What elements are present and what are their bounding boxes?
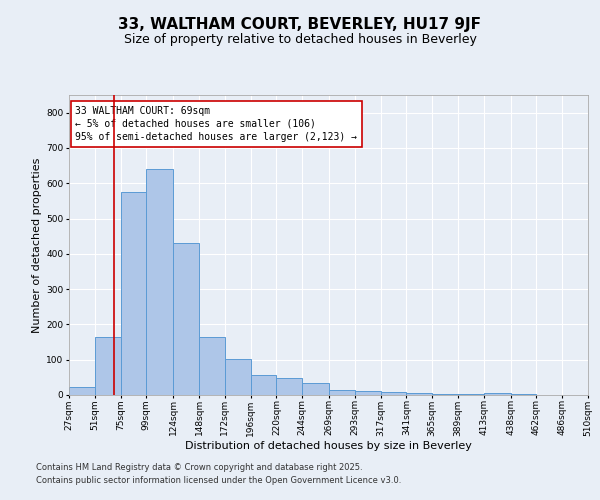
Text: Contains public sector information licensed under the Open Government Licence v3: Contains public sector information licen… — [36, 476, 401, 485]
Bar — [146, 169, 173, 395]
Bar — [380, 392, 406, 395]
Text: 33, WALTHAM COURT, BEVERLEY, HU17 9JF: 33, WALTHAM COURT, BEVERLEY, HU17 9JF — [119, 18, 482, 32]
Text: 33 WALTHAM COURT: 69sqm
← 5% of detached houses are smaller (106)
95% of semi-de: 33 WALTHAM COURT: 69sqm ← 5% of detached… — [76, 106, 358, 142]
Bar — [121, 192, 146, 395]
Bar — [277, 378, 302, 395]
Bar — [458, 394, 484, 395]
Bar — [173, 243, 199, 395]
X-axis label: Distribution of detached houses by size in Beverley: Distribution of detached houses by size … — [185, 441, 472, 451]
Bar — [355, 391, 380, 395]
Bar — [406, 392, 432, 395]
Bar — [95, 337, 121, 395]
Bar — [225, 359, 251, 395]
Bar — [484, 393, 511, 395]
Bar — [432, 394, 458, 395]
Bar — [329, 390, 355, 395]
Y-axis label: Number of detached properties: Number of detached properties — [32, 158, 42, 332]
Bar — [302, 382, 329, 395]
Text: Contains HM Land Registry data © Crown copyright and database right 2025.: Contains HM Land Registry data © Crown c… — [36, 464, 362, 472]
Bar — [69, 387, 95, 395]
Bar — [251, 375, 277, 395]
Bar — [511, 394, 536, 395]
Bar — [199, 338, 225, 395]
Text: Size of property relative to detached houses in Beverley: Size of property relative to detached ho… — [124, 32, 476, 46]
